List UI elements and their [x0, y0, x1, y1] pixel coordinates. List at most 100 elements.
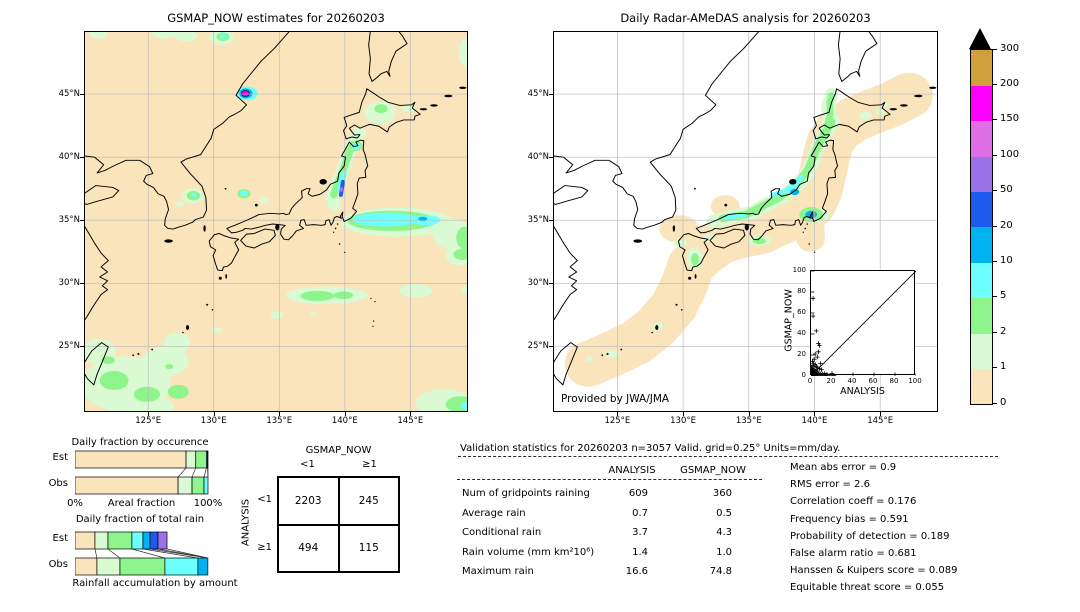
tick-mark	[814, 412, 816, 416]
map-right-lat-tick: 35°N	[527, 214, 549, 225]
colorbar-segment	[971, 333, 992, 370]
map-right-lat-tick: 25°N	[527, 340, 549, 351]
contingency-col-label-lt1: <1	[300, 459, 315, 470]
map-left-lon-tick: 140°E	[331, 416, 358, 426]
contingency-col-label-ge1: ≥1	[362, 459, 377, 470]
occurrence-stacked-bars	[75, 450, 209, 496]
colorbar-segment	[971, 50, 992, 86]
map-left-lon-tick: 145°E	[397, 416, 424, 426]
occurrence-x-right: 100%	[193, 498, 223, 509]
map-right-lon-tick: 135°E	[735, 416, 762, 426]
stat-row-label: Conditional rain	[462, 527, 542, 539]
stat-row-label: Rain volume (mm km²10⁶)	[462, 546, 595, 558]
colorbar-segment	[971, 262, 992, 299]
stat-analysis-value: 0.7	[632, 507, 648, 519]
tick-mark	[549, 346, 553, 348]
map-left-lon-tick: 135°E	[266, 416, 293, 426]
map-right-lat-tick: 30°N	[527, 277, 549, 288]
colorbar-tick	[992, 331, 997, 333]
map-left-lat-tick: 30°N	[58, 277, 80, 288]
occurrence-row-label-est: Est	[52, 452, 68, 463]
map-right-lon-tick: 130°E	[670, 416, 696, 426]
map-left-lon-tick: 130°E	[200, 416, 227, 426]
credit-text: Provided by JWA/JMA	[561, 393, 670, 405]
occurrence-x-left: 0%	[67, 498, 83, 509]
contingency-cell-false-alarm: 245	[338, 477, 399, 525]
contingency-col-group: GSMAP_NOW	[305, 445, 372, 456]
inset-y-tick: 100	[792, 266, 806, 274]
colorbar-label: 150	[1000, 113, 1020, 125]
divider-title	[458, 456, 998, 457]
contingency-table: 2203 245 494 115	[277, 476, 400, 573]
inset-y-tick: 40	[797, 329, 806, 337]
stat-analysis-value: 16.6	[625, 566, 648, 578]
tick-mark	[683, 412, 685, 416]
stat-row-label: Maximum rain	[462, 566, 534, 578]
map-right-lon-tick: 140°E	[801, 416, 828, 426]
colorbar-label: 10	[1000, 254, 1013, 266]
colorbar-label: 200	[1000, 77, 1020, 89]
tick-mark	[410, 412, 412, 416]
colorbar-segment	[971, 156, 992, 193]
colorbar-label: 1	[1000, 361, 1007, 373]
inset-y-tick: 60	[797, 308, 806, 316]
score-row: Hanssen & Kuipers score = 0.089	[790, 565, 958, 577]
colorbar-segment	[971, 297, 992, 334]
colorbar-tick	[992, 260, 997, 262]
radar-amedas-map	[553, 31, 938, 412]
map-left-lat-tick: 25°N	[58, 340, 80, 351]
inset-scatter-plot	[810, 270, 916, 376]
tick-mark	[80, 346, 84, 348]
colorbar-tick	[992, 119, 997, 121]
inset-y-tick: 80	[797, 287, 806, 295]
stat-gsmap-value: 74.8	[709, 566, 732, 578]
stat-gsmap-value: 0.5	[716, 507, 732, 519]
tick-mark	[617, 412, 619, 416]
contingency-cell-hit: 115	[338, 524, 399, 572]
validation-col-analysis: ANALYSIS	[608, 465, 656, 476]
totalrain-caption: Rainfall accumulation by amount	[72, 578, 238, 589]
map-right-lat-tick: 40°N	[527, 151, 549, 162]
inset-y-tick: 0	[801, 371, 806, 379]
stat-gsmap-value: 4.3	[716, 527, 732, 539]
stat-analysis-value: 609	[628, 488, 648, 499]
colorbar-label: 300	[1000, 42, 1020, 54]
validation-col-gsmap: GSMAP_NOW	[680, 465, 746, 476]
colorbar-segment	[971, 191, 992, 228]
colorbar-label: 100	[1000, 148, 1020, 160]
right-map-title: Daily Radar-AMeDAS analysis for 20260203	[620, 11, 871, 25]
divider-header	[457, 479, 762, 480]
occurrence-x-label: Areal fraction	[107, 498, 176, 509]
tick-mark	[549, 157, 553, 159]
score-row: Probability of detection = 0.189	[790, 530, 950, 542]
map-left-lat-tick: 40°N	[58, 151, 80, 162]
inset-x-tick: 80	[889, 377, 899, 385]
colorbar-label: 20	[1000, 219, 1013, 231]
score-row: False alarm ratio = 0.681	[790, 548, 917, 559]
contingency-row-group: ANALYSIS	[240, 498, 252, 547]
map-right-lat-tick: 45°N	[527, 88, 549, 99]
stat-row-label: Num of gridpoints raining	[462, 488, 590, 499]
tick-mark	[549, 283, 553, 285]
score-row: RMS error = 2.6	[790, 479, 870, 491]
colorbar-segment	[971, 120, 992, 157]
colorbar-tick	[992, 48, 997, 50]
colorbar-label: 2	[1000, 325, 1007, 337]
colorbar-tick	[992, 225, 997, 227]
tick-mark	[80, 283, 84, 285]
colorbar-over-triangle	[969, 28, 991, 49]
colorbar-tick	[992, 83, 997, 85]
colorbar-tick	[992, 190, 997, 192]
contingency-cell-hit-none: 2203	[278, 477, 339, 525]
radar-coverage-and-precip	[564, 72, 933, 387]
colorbar-tick	[992, 296, 997, 298]
tick-mark	[80, 220, 84, 222]
colorbar-segment	[971, 227, 992, 263]
stat-analysis-value: 3.7	[632, 527, 648, 539]
colorbar-segment	[971, 368, 992, 405]
tick-mark	[344, 412, 346, 416]
score-row: Correlation coeff = 0.176	[790, 496, 917, 508]
map-left-lat-tick: 45°N	[58, 88, 80, 99]
tick-mark	[279, 412, 281, 416]
